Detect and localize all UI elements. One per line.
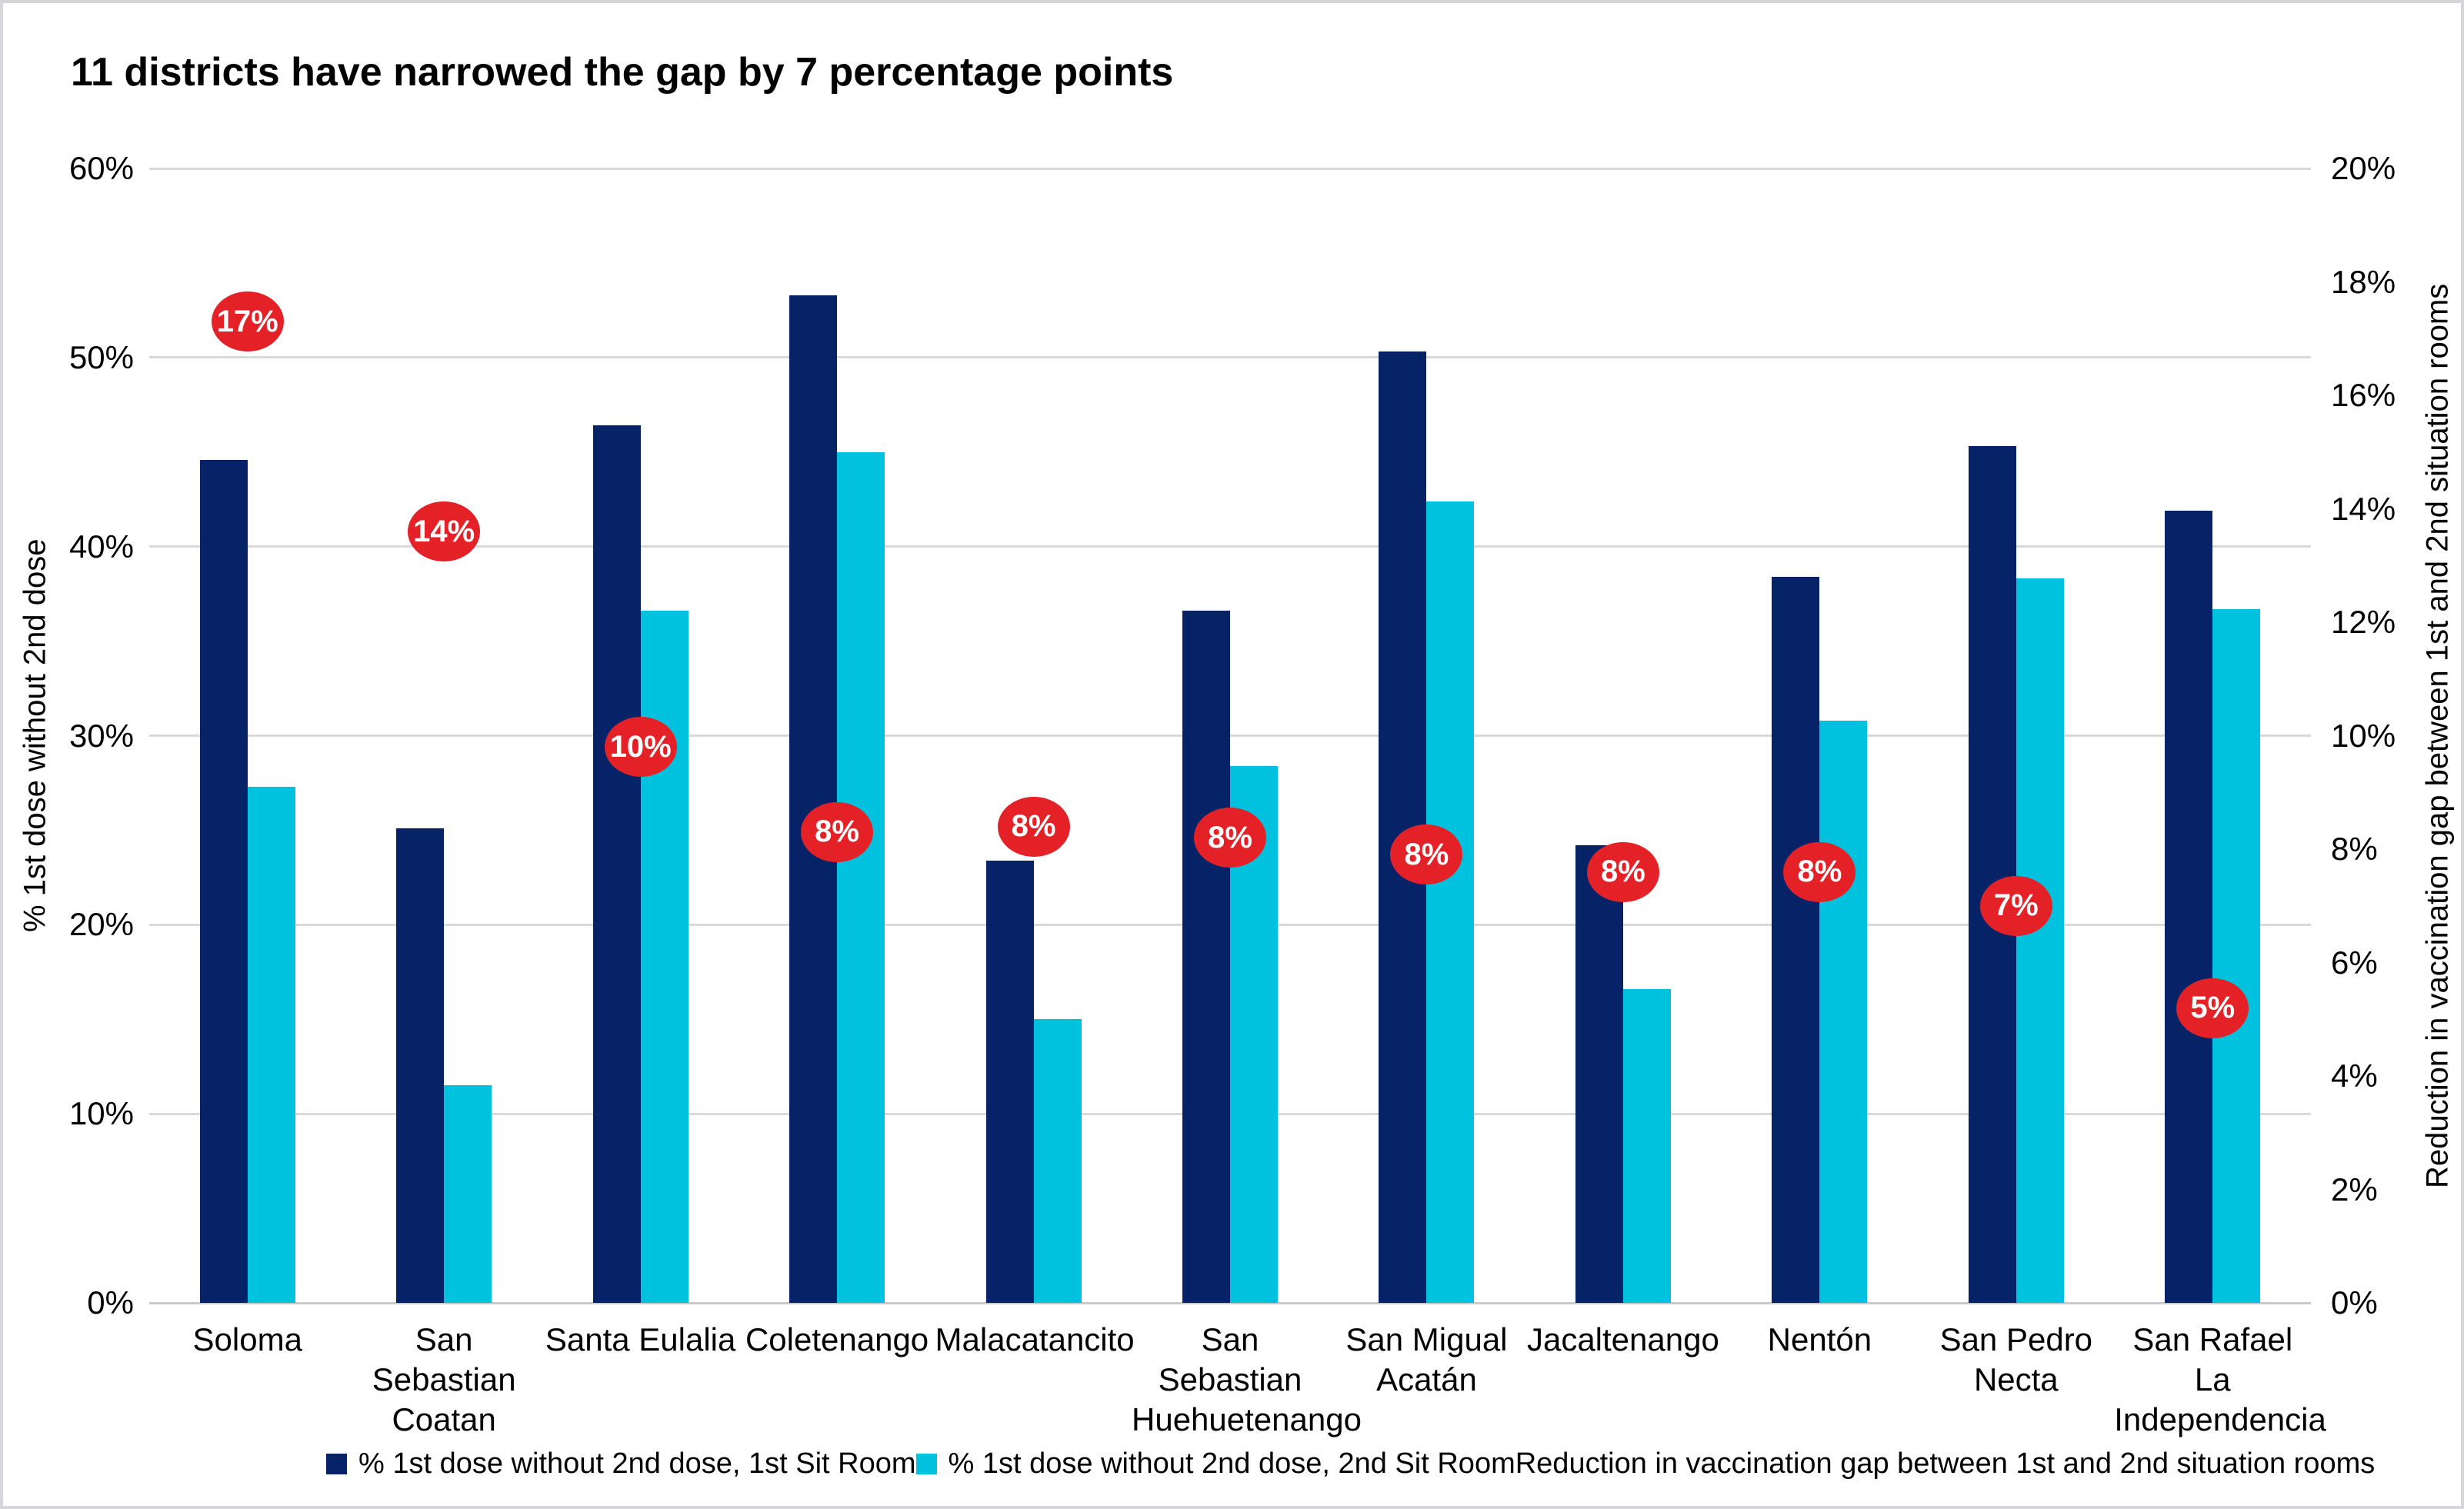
gridline xyxy=(149,735,2311,737)
reduction-marker: 8% xyxy=(1390,824,1463,885)
left-axis-tick: 10% xyxy=(68,1095,134,1132)
legend-item: % 1st dose without 2nd dose, 1st Sit Roo… xyxy=(326,1446,916,1481)
category-label: San Pedro Necta xyxy=(1939,1321,2093,1397)
left-axis-tick: 0% xyxy=(87,1284,134,1321)
bar-1st-sit-room xyxy=(985,860,1034,1303)
bar-1st-sit-room xyxy=(1772,577,1820,1303)
legend-swatch-cyan xyxy=(915,1453,937,1474)
category-label: Jacaltenango xyxy=(1526,1321,1719,1357)
x-axis-line xyxy=(149,1301,2311,1304)
left-axis-title: % 1st dose without 2nd dose xyxy=(18,538,52,933)
right-axis-tick: 4% xyxy=(2331,1058,2378,1094)
reduction-marker: 7% xyxy=(1979,875,2052,936)
bar-1st-sit-room xyxy=(199,459,248,1303)
gridline xyxy=(149,545,2311,548)
category-label: Soloma xyxy=(192,1321,302,1357)
bar-2nd-sit-room xyxy=(2016,578,2064,1303)
bar-1st-sit-room xyxy=(396,828,445,1303)
right-axis-tick: 10% xyxy=(2331,717,2396,754)
bar-1st-sit-room xyxy=(1575,845,1623,1303)
reduction-marker: 8% xyxy=(1586,841,1659,902)
reduction-marker: 8% xyxy=(1783,841,1856,902)
category-label: San Rafael La Independencia xyxy=(2114,1321,2326,1437)
chart-title: 11 districts have narrowed the gap by 7 … xyxy=(71,50,1174,95)
legend-label: Reduction in vaccination gap between 1st… xyxy=(1515,1447,2376,1480)
bar-2nd-sit-room xyxy=(640,611,689,1303)
category-label: Coletenango xyxy=(745,1321,929,1357)
reduction-marker: 14% xyxy=(408,501,481,561)
bar-2nd-sit-room xyxy=(1426,501,1475,1303)
legend: % 1st dose without 2nd dose, 1st Sit Roo… xyxy=(326,1446,2375,1481)
right-axis-tick: 18% xyxy=(2331,263,2396,300)
bar-2nd-sit-room xyxy=(837,451,885,1303)
right-axis-tick: 16% xyxy=(2331,377,2396,413)
bar-2nd-sit-room xyxy=(1033,1019,1082,1303)
legend-swatch-navy xyxy=(326,1453,347,1474)
reduction-marker: 8% xyxy=(997,796,1070,857)
category-label: Malacatancito xyxy=(935,1321,1135,1357)
category-label: San Sebastian Huehuetenango xyxy=(1132,1321,1362,1437)
left-axis-tick: 60% xyxy=(68,150,134,186)
bar-1st-sit-room xyxy=(592,425,641,1303)
bar-1st-sit-room xyxy=(789,295,838,1303)
gridline xyxy=(149,167,2311,170)
bar-1st-sit-room xyxy=(1968,446,2016,1303)
reduction-marker: 17% xyxy=(211,291,284,352)
right-axis-tick: 20% xyxy=(2331,150,2396,186)
bar-2nd-sit-room xyxy=(247,786,295,1303)
reduction-marker: 10% xyxy=(604,717,677,778)
legend-item: % 1st dose without 2nd dose, 2nd Sit Roo… xyxy=(915,1446,1515,1481)
right-axis-tick: 14% xyxy=(2331,490,2396,527)
reduction-marker: 8% xyxy=(1194,808,1266,868)
left-axis-tick: 30% xyxy=(68,717,134,754)
bar-2nd-sit-room xyxy=(1819,720,1868,1303)
category-label: Nentón xyxy=(1767,1321,1872,1357)
right-axis-tick: 12% xyxy=(2331,604,2396,640)
bar-2nd-sit-room xyxy=(444,1085,492,1303)
legend-item: Reduction in vaccination gap between 1st… xyxy=(1515,1446,2376,1481)
left-axis-tick: 40% xyxy=(68,528,134,565)
legend-label: % 1st dose without 2nd dose, 1st Sit Roo… xyxy=(358,1447,916,1480)
right-axis-tick: 8% xyxy=(2331,831,2378,867)
category-label: Santa Eulalia xyxy=(545,1321,736,1357)
bar-2nd-sit-room xyxy=(1622,988,1671,1303)
reduction-marker: 5% xyxy=(2176,978,2249,1038)
bar-1st-sit-room xyxy=(1182,611,1230,1303)
right-axis-tick: 2% xyxy=(2331,1171,2378,1208)
bar-2nd-sit-room xyxy=(2212,608,2261,1303)
left-axis-tick: 50% xyxy=(68,338,134,375)
gridline xyxy=(149,356,2311,359)
legend-label: % 1st dose without 2nd dose, 2nd Sit Roo… xyxy=(948,1447,1515,1480)
reduction-marker: 8% xyxy=(801,801,874,862)
right-axis-tick: 6% xyxy=(2331,944,2378,981)
bar-1st-sit-room xyxy=(2165,510,2213,1303)
right-axis-title: Reduction in vaccination gap between 1st… xyxy=(2420,283,2455,1188)
right-axis-tick: 0% xyxy=(2331,1284,2378,1321)
category-label: San Sebastian Coatan xyxy=(372,1321,516,1437)
left-axis-tick: 20% xyxy=(68,906,134,943)
category-label: San Migual Acatán xyxy=(1345,1321,1508,1397)
